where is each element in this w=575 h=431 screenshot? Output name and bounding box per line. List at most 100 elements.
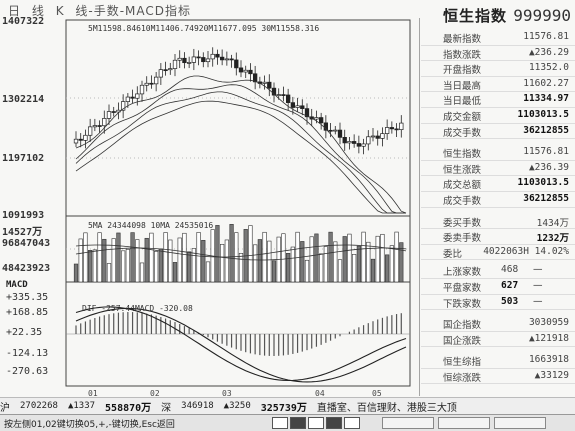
x-axis-label: 05 xyxy=(372,389,382,398)
candle-body xyxy=(318,117,324,124)
ticker-item: 深 xyxy=(161,402,172,414)
volume-bar xyxy=(342,236,347,283)
quote-group-hsi: 恒生指数 11576.81 恒生涨跌 ▲236.39 成交总额 1103013.5 成… xyxy=(421,145,575,208)
market-ticker-bar: 沪 2702268 ▲1337 558870万 深 346918 ▲3250 3… xyxy=(0,397,575,414)
volume-bar xyxy=(187,251,192,283)
chart-canvas[interactable] xyxy=(0,18,420,396)
volume-bar xyxy=(111,238,116,283)
quote-info-panel: 恒生指数 999990 最新指数 11576.81 指数涨跌 ▲236.29 开盘指… xyxy=(421,0,575,396)
candle-body xyxy=(384,127,390,134)
candle-body xyxy=(172,59,178,69)
volume-bar xyxy=(234,232,239,283)
volume-bar xyxy=(154,251,159,283)
quote-label: 成交手数 xyxy=(443,127,482,139)
quote-value: 11576.81 xyxy=(523,146,569,158)
quote-label: 恒生指数 xyxy=(443,149,482,161)
volume-bar xyxy=(182,232,187,283)
volume-bar xyxy=(300,241,305,283)
volume-bar xyxy=(361,231,366,283)
quote-value: ▲33129 xyxy=(534,369,569,381)
candle-body xyxy=(182,57,187,64)
quote-row: 恒综涨跌 ▲33129 xyxy=(421,369,575,385)
status-slot[interactable] xyxy=(382,417,434,429)
volume-bar xyxy=(78,238,83,283)
volume-bar xyxy=(139,262,145,283)
volume-bar xyxy=(73,263,79,283)
quote-row: 下跌家数 503 — xyxy=(421,295,575,311)
volume-bar xyxy=(121,250,126,283)
volume-bar xyxy=(125,249,130,283)
status-segment xyxy=(272,417,288,429)
ticker-item: ▲3250 xyxy=(223,401,251,411)
volume-bar xyxy=(229,224,234,283)
status-segment xyxy=(290,417,306,429)
candle-body xyxy=(191,56,197,63)
macd-dif-line xyxy=(75,306,407,382)
status-slot[interactable] xyxy=(494,417,546,429)
volume-bar xyxy=(191,248,196,283)
volume-bar xyxy=(281,233,286,283)
volume-bar xyxy=(149,232,154,283)
quote-value: ▲236.39 xyxy=(528,161,569,173)
quote-row: 恒生指数 11576.81 xyxy=(421,145,575,161)
title-item-indicators: 线-手数-MACD指标 xyxy=(75,4,192,18)
volume-bar xyxy=(385,254,390,283)
candle-body xyxy=(139,84,145,95)
volume-bar xyxy=(309,236,314,283)
candle-body xyxy=(210,53,215,60)
volume-bar xyxy=(290,246,295,283)
ticker-item: 346918 xyxy=(181,401,214,411)
quote-dash: — xyxy=(533,264,543,276)
candle-body xyxy=(158,69,164,78)
candle-body xyxy=(314,117,319,120)
volume-bar xyxy=(399,242,404,283)
volume-bar xyxy=(328,231,333,283)
ma5-line xyxy=(75,75,407,214)
quote-dash: — xyxy=(533,295,543,307)
volume-bar xyxy=(248,225,253,283)
candle-body xyxy=(248,69,253,75)
quote-row: 委比 4022063H 14.02% xyxy=(421,245,575,261)
candle-body xyxy=(106,111,112,119)
quote-group-hsci: 恒生综指 1663918 恒综涨跌 ▲33129 xyxy=(421,353,575,385)
quote-row: 成交总额 1103013.5 xyxy=(421,176,575,192)
quote-row: 当日最低 11334.97 xyxy=(421,92,575,108)
candle-body xyxy=(111,111,116,113)
quote-label: 委卖手数 xyxy=(443,233,482,245)
volume-bar xyxy=(286,253,291,283)
volume-bar xyxy=(394,231,399,283)
quote-row: 最新指数 11576.81 xyxy=(421,30,575,46)
chart-area[interactable]: 1407322 1302214 1197102 1091993 5M11598.… xyxy=(0,16,420,398)
quote-label: 恒生涨跌 xyxy=(443,164,482,176)
candle-body xyxy=(219,56,225,61)
quote-label: 当日最低 xyxy=(443,96,482,108)
volume-bar xyxy=(196,232,201,283)
candle-body xyxy=(243,69,248,73)
ticker-item: 沪 xyxy=(0,402,10,414)
ticker-item: 558870万 xyxy=(105,402,152,414)
status-slot[interactable] xyxy=(438,417,490,429)
volume-bar xyxy=(267,240,272,283)
ticker-item: 直播室、百信理财、港股三大顶 xyxy=(316,402,457,414)
quote-label: 当日最高 xyxy=(443,80,482,92)
quote-row: 平盘家数 627 — xyxy=(421,279,575,295)
candle-body xyxy=(149,82,154,85)
x-axis-label: 03 xyxy=(222,389,232,398)
candle-body xyxy=(205,58,211,63)
macd-axis-label: -124.13 xyxy=(6,348,49,359)
ma-readout: 5M11598.84610M11406.74920M11677.095 30M1… xyxy=(88,24,320,33)
volume-bar xyxy=(106,263,112,283)
title-item-k: K xyxy=(55,4,65,18)
candle-body xyxy=(78,138,83,141)
macd-axis-label: -270.63 xyxy=(6,366,49,377)
quote-label: 国企涨跌 xyxy=(443,335,482,347)
quote-label: 开盘指数 xyxy=(443,65,482,77)
candle-body xyxy=(135,93,140,99)
quote-value: 3030959 xyxy=(528,317,569,329)
volume-bar xyxy=(262,231,267,283)
quote-value: 36212855 xyxy=(523,124,569,136)
candle-body xyxy=(73,138,79,144)
quote-label: 成交金额 xyxy=(443,111,482,123)
volume-bar xyxy=(370,258,376,283)
candle-body xyxy=(234,59,239,69)
